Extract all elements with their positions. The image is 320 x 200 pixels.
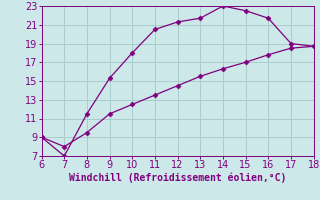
X-axis label: Windchill (Refroidissement éolien,°C): Windchill (Refroidissement éolien,°C): [69, 173, 286, 183]
